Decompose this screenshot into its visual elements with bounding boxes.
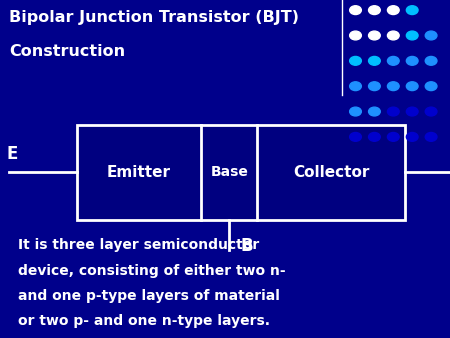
- Bar: [76, 125, 405, 220]
- Circle shape: [387, 6, 399, 15]
- Text: Construction: Construction: [9, 44, 125, 59]
- Circle shape: [350, 31, 361, 40]
- Circle shape: [350, 56, 361, 65]
- Circle shape: [369, 132, 380, 141]
- Circle shape: [369, 107, 380, 116]
- Circle shape: [369, 82, 380, 91]
- Text: or two p- and one n-type layers.: or two p- and one n-type layers.: [18, 314, 270, 328]
- Circle shape: [406, 107, 418, 116]
- Circle shape: [406, 6, 418, 15]
- Text: Emitter: Emitter: [107, 165, 171, 180]
- Circle shape: [406, 82, 418, 91]
- Circle shape: [350, 107, 361, 116]
- Text: device, consisting of either two n-: device, consisting of either two n-: [18, 264, 286, 277]
- Circle shape: [350, 82, 361, 91]
- Text: B: B: [240, 237, 253, 255]
- Circle shape: [369, 31, 380, 40]
- Circle shape: [406, 132, 418, 141]
- Circle shape: [387, 132, 399, 141]
- Circle shape: [369, 6, 380, 15]
- Circle shape: [387, 31, 399, 40]
- Circle shape: [369, 56, 380, 65]
- Circle shape: [387, 82, 399, 91]
- Circle shape: [425, 132, 437, 141]
- Text: Bipolar Junction Transistor (BJT): Bipolar Junction Transistor (BJT): [9, 10, 299, 25]
- Text: and one p-type layers of material: and one p-type layers of material: [18, 289, 280, 303]
- Circle shape: [425, 82, 437, 91]
- Text: Collector: Collector: [293, 165, 369, 180]
- Circle shape: [425, 107, 437, 116]
- Circle shape: [406, 56, 418, 65]
- Circle shape: [350, 6, 361, 15]
- Circle shape: [425, 56, 437, 65]
- Circle shape: [406, 31, 418, 40]
- Circle shape: [387, 107, 399, 116]
- Circle shape: [387, 56, 399, 65]
- Text: Base: Base: [210, 165, 248, 179]
- Circle shape: [425, 31, 437, 40]
- Text: It is three layer semiconductor: It is three layer semiconductor: [18, 238, 259, 252]
- Circle shape: [350, 132, 361, 141]
- Text: E: E: [7, 145, 18, 163]
